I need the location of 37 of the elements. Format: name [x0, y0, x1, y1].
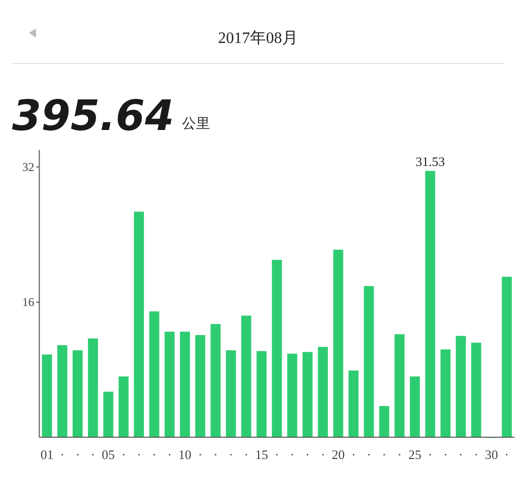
x-tick-label: ·	[474, 447, 478, 462]
x-tick-label: ·	[458, 447, 464, 462]
x-tick-label: ·	[274, 447, 280, 462]
x-tick-label: ·	[382, 447, 386, 462]
x-tick-label: ·	[320, 447, 326, 462]
x-tick-label: ·	[90, 447, 96, 462]
x-tick-label: 20	[332, 447, 345, 462]
x-tick-label: ·	[121, 447, 126, 462]
x-tick-label: ·	[443, 447, 448, 462]
chart-subtitle: 395.64	[12, 91, 174, 140]
x-tick-label: ·	[167, 447, 172, 462]
x-tick-label: ·	[397, 447, 402, 462]
x-tick-label: 05	[102, 447, 115, 462]
chart-title: 2017年08月	[218, 30, 298, 47]
x-tick-label: ·	[152, 447, 156, 462]
y-tick-label: 32	[22, 160, 34, 174]
x-tick-label: ·	[351, 447, 356, 462]
x-tick-label: 01	[40, 447, 54, 462]
x-tick-label: ·	[228, 447, 234, 462]
x-tick-label: 10	[178, 447, 192, 462]
x-tick-label: ·	[244, 447, 248, 462]
x-tick-label: ·	[366, 447, 372, 462]
x-tick-label: ·	[60, 447, 64, 462]
x-tick-label: ·	[305, 447, 310, 462]
x-tick-label: ·	[213, 447, 218, 462]
y-tick-label: 16	[22, 295, 34, 310]
text: 公里	[182, 116, 210, 132]
x-tick-label: ·	[290, 447, 294, 462]
x-tick-label: 25	[408, 447, 422, 462]
x-tick-label: 30	[485, 447, 498, 462]
x-tick-label: ·	[428, 447, 432, 462]
x-tick-label: ·	[136, 447, 142, 462]
x-tick-label: ·	[75, 447, 80, 462]
x-tick-label: 15	[255, 447, 268, 462]
x-tick-label: ·	[504, 447, 510, 462]
x-tick-label: ·	[198, 447, 202, 462]
data-label: 31.53	[416, 154, 445, 169]
